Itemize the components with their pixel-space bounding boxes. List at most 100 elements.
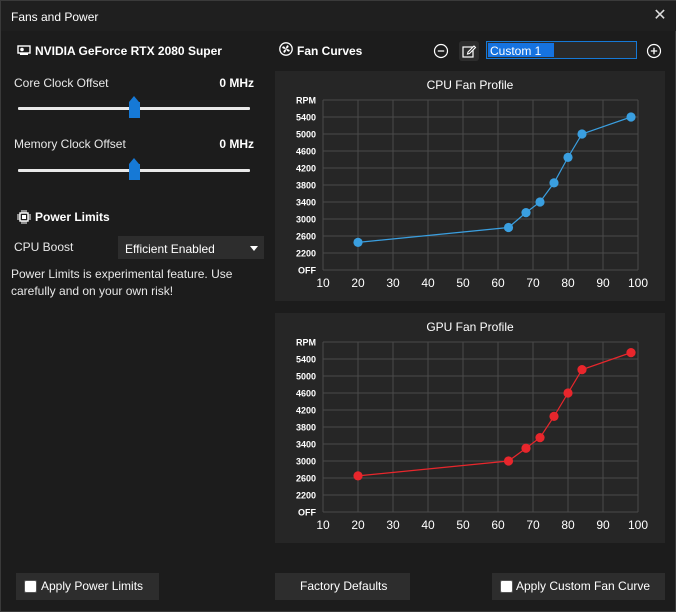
cpu-chart-x-tick-label: 60 [491, 276, 505, 290]
gpu-chart-x-tick-label: 50 [456, 518, 470, 532]
gpu-chart-y-tick-label: 4600 [296, 389, 316, 399]
apply-custom-fan-curve-checkbox[interactable] [500, 580, 513, 593]
gpu-chart-data-point[interactable] [521, 443, 531, 453]
cpu-chart-data-point[interactable] [521, 208, 531, 218]
cpu-chart-series-line [357, 116, 632, 243]
gpu-chart-y-tick-label: 5000 [296, 372, 316, 382]
factory-defaults-label: Factory Defaults [300, 579, 388, 593]
cpu-chart-y-tick-label: 3800 [296, 181, 316, 191]
cpu-fan-chart-panel: CPU Fan Profile OFF 2200 2600 3000 3400 3800 4… [275, 71, 665, 301]
gpu-chart-y-tick-label: 3400 [296, 440, 316, 450]
gpu-chart-x-tick-label: 100 [628, 518, 648, 532]
cpu-chart-y-tick-label: 5000 [296, 130, 316, 140]
memory-clock-value: 0 MHz [219, 137, 254, 151]
memory-clock-label: Memory Clock Offset [14, 137, 126, 151]
gpu-chart-data-point[interactable] [577, 365, 587, 375]
power-limits-warning: Power Limits is experimental feature. Us… [11, 267, 233, 298]
gpu-fan-chart[interactable]: OFF 2200 2600 3000 3400 3800 4200 4600 5000 5400 R… [275, 313, 665, 543]
profile-name-selection [488, 43, 554, 57]
cpu-chart-y-tick-label: 5400 [296, 113, 316, 123]
gpu-chart-y-tick-label: 3000 [296, 457, 316, 467]
cpu-chart-y-tick-label: 3000 [296, 215, 316, 225]
gpu-chart-data-point[interactable] [503, 456, 514, 466]
window-title: Fans and Power [11, 10, 99, 24]
gpu-chart-data-point[interactable] [535, 433, 545, 443]
apply-power-limits-button[interactable]: Apply Power Limits [16, 573, 159, 600]
cpu-chart-y-tick-label: 4600 [296, 147, 316, 157]
factory-defaults-button[interactable]: Factory Defaults [275, 573, 410, 600]
gpu-chart-y-tick-label: OFF [298, 508, 316, 518]
cpu-chart-x-tick-label: 10 [316, 276, 330, 290]
edit-profile-icon[interactable] [459, 41, 479, 61]
gpu-chart-y-axis-label: RPM [296, 338, 316, 348]
cpu-boost-label: CPU Boost [14, 240, 74, 254]
cpu-chart-y-tick-label: 2200 [296, 249, 316, 259]
title-bar: Fans and Power ✕ [1, 1, 676, 31]
cpu-chart-data-point[interactable] [535, 197, 545, 207]
gpu-chart-y-tick-label: 3800 [296, 423, 316, 433]
cpu-chart-y-tick-label: 3400 [296, 198, 316, 208]
cpu-chart-title: CPU Fan Profile [426, 78, 514, 92]
cpu-chart-data-point[interactable] [549, 178, 559, 188]
cpu-chart-x-tick-label: 50 [456, 276, 470, 290]
gpu-chart-y-tick-label: 2600 [296, 474, 316, 484]
add-profile-icon[interactable] [644, 41, 664, 61]
gpu-chart-x-tick-label: 20 [351, 518, 365, 532]
remove-profile-icon[interactable] [431, 41, 451, 61]
cpu-chart-x-tick-label: 80 [561, 276, 575, 290]
cpu-chart-x-tick-label: 20 [351, 276, 365, 290]
cpu-chart-x-tick-label: 40 [421, 276, 435, 290]
profile-name-text: Custom 1 [490, 44, 542, 58]
close-icon[interactable]: ✕ [653, 7, 667, 24]
gpu-name: NVIDIA GeForce RTX 2080 Super [35, 44, 222, 58]
gpu-card-icon [17, 45, 31, 55]
cpu-chart-y-tick-label: OFF [298, 266, 316, 276]
memory-clock-slider-thumb[interactable] [128, 158, 140, 180]
chip-icon [17, 210, 31, 224]
fan-icon [279, 42, 293, 56]
cpu-chart-y-axis-label: RPM [296, 96, 316, 106]
apply-custom-fan-curve-button[interactable]: Apply Custom Fan Curve [492, 573, 665, 600]
gpu-chart-title: GPU Fan Profile [426, 320, 514, 334]
gpu-chart-data-point[interactable] [353, 471, 363, 481]
core-clock-slider-thumb[interactable] [128, 96, 140, 118]
apply-power-limits-checkbox[interactable] [24, 580, 37, 593]
gpu-chart-x-tick-label: 80 [561, 518, 575, 532]
cpu-chart-y-tick-label: 2600 [296, 232, 316, 242]
cpu-chart-data-point[interactable] [563, 152, 573, 162]
cpu-chart-x-tick-label: 70 [526, 276, 540, 290]
cpu-boost-select-value: Efficient Enabled [125, 242, 215, 256]
profile-name-input[interactable]: Custom 1 [486, 41, 637, 59]
chevron-down-icon [250, 246, 258, 251]
cpu-chart-x-tick-label: 90 [596, 276, 610, 290]
cpu-chart-x-tick-label: 30 [386, 276, 400, 290]
gpu-chart-x-tick-label: 90 [596, 518, 610, 532]
gpu-chart-x-tick-label: 60 [491, 518, 505, 532]
core-clock-label: Core Clock Offset [14, 76, 109, 90]
gpu-fan-chart-panel: GPU Fan Profile OFF 2200 2600 3000 3400 3800 4… [275, 313, 665, 543]
gpu-chart-y-tick-label: 2200 [296, 491, 316, 501]
cpu-fan-chart[interactable]: OFF 2200 2600 3000 3400 3800 4200 4600 5000 5400 R… [275, 71, 665, 301]
gpu-chart-x-tick-label: 70 [526, 518, 540, 532]
cpu-boost-select[interactable]: Efficient Enabled [118, 236, 264, 259]
power-limits-title: Power Limits [35, 210, 110, 224]
gpu-chart-y-tick-label: 4200 [296, 406, 316, 416]
apply-custom-fan-curve-label: Apply Custom Fan Curve [516, 579, 651, 593]
gpu-chart-y-tick-label: 5400 [296, 355, 316, 365]
cpu-chart-data-point[interactable] [353, 237, 363, 247]
cpu-chart-data-point[interactable] [503, 222, 514, 233]
gpu-chart-data-point[interactable] [563, 388, 573, 398]
gpu-chart-series-line [357, 352, 632, 477]
cpu-chart-data-point[interactable] [626, 112, 636, 122]
gpu-chart-data-point[interactable] [549, 411, 559, 421]
gpu-chart-data-point[interactable] [626, 348, 636, 358]
gpu-chart-x-tick-label: 10 [316, 518, 330, 532]
gpu-chart-x-tick-label: 40 [421, 518, 435, 532]
cpu-chart-y-tick-label: 4200 [296, 164, 316, 174]
cpu-chart-x-tick-label: 100 [628, 276, 648, 290]
cpu-chart-data-point[interactable] [577, 129, 587, 139]
gpu-chart-x-tick-label: 30 [386, 518, 400, 532]
core-clock-value: 0 MHz [219, 76, 254, 90]
fan-curves-title: Fan Curves [297, 44, 363, 58]
